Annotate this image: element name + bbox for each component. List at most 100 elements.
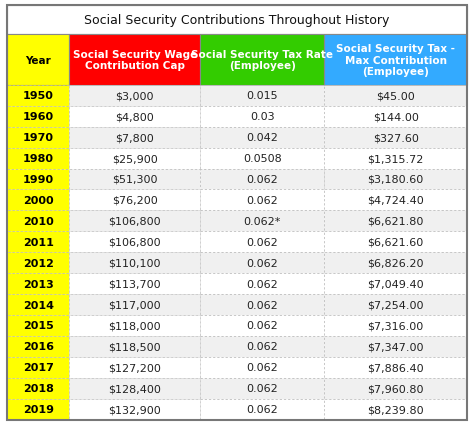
Bar xyxy=(69,148,200,169)
Bar xyxy=(69,35,200,86)
Text: 2012: 2012 xyxy=(23,258,54,268)
Text: $3,000: $3,000 xyxy=(116,91,154,101)
Bar xyxy=(200,399,324,420)
Bar xyxy=(200,127,324,148)
Text: 0.062: 0.062 xyxy=(246,279,278,289)
Text: 0.015: 0.015 xyxy=(246,91,278,101)
Bar xyxy=(7,315,69,336)
Bar xyxy=(69,399,200,420)
Bar xyxy=(324,336,467,357)
Text: 2000: 2000 xyxy=(23,196,54,205)
Text: $25,900: $25,900 xyxy=(112,154,157,164)
Bar xyxy=(69,357,200,378)
Text: $327.60: $327.60 xyxy=(373,133,419,143)
Text: Social Security Tax Rate
(Employee): Social Security Tax Rate (Employee) xyxy=(191,50,333,71)
Bar xyxy=(200,294,324,315)
Bar xyxy=(7,378,69,399)
Text: $7,316.00: $7,316.00 xyxy=(367,321,424,331)
Text: 0.062: 0.062 xyxy=(246,321,278,331)
Text: $7,254.00: $7,254.00 xyxy=(367,300,424,310)
Text: 2016: 2016 xyxy=(23,342,54,351)
Bar xyxy=(7,35,69,86)
Bar xyxy=(69,211,200,232)
Bar xyxy=(69,86,200,106)
Text: 2013: 2013 xyxy=(23,279,54,289)
Text: 2014: 2014 xyxy=(23,300,54,310)
Text: 1950: 1950 xyxy=(23,91,54,101)
Bar xyxy=(7,273,69,294)
Text: 0.062: 0.062 xyxy=(246,300,278,310)
Text: Social Security Tax -
Max Contribution
(Employee): Social Security Tax - Max Contribution (… xyxy=(336,44,455,77)
Bar xyxy=(324,315,467,336)
Text: 0.062: 0.062 xyxy=(246,258,278,268)
Bar xyxy=(69,127,200,148)
Bar xyxy=(7,6,467,35)
Bar xyxy=(69,169,200,190)
Text: $1,315.72: $1,315.72 xyxy=(367,154,424,164)
Text: $106,800: $106,800 xyxy=(109,237,161,247)
Bar xyxy=(7,86,69,106)
Bar xyxy=(324,232,467,253)
Text: Social Security Contributions Throughout History: Social Security Contributions Throughout… xyxy=(84,14,390,27)
Bar xyxy=(200,232,324,253)
Text: $6,621.80: $6,621.80 xyxy=(367,216,424,226)
Bar xyxy=(200,378,324,399)
Bar xyxy=(7,169,69,190)
Bar xyxy=(69,378,200,399)
Text: $3,180.60: $3,180.60 xyxy=(367,175,424,184)
Text: $7,960.80: $7,960.80 xyxy=(367,383,424,393)
Bar xyxy=(69,315,200,336)
Bar xyxy=(200,169,324,190)
Bar xyxy=(69,336,200,357)
Text: 0.062: 0.062 xyxy=(246,237,278,247)
Text: 2018: 2018 xyxy=(23,383,54,393)
Bar xyxy=(324,106,467,127)
Text: $7,049.40: $7,049.40 xyxy=(367,279,424,289)
Bar xyxy=(7,106,69,127)
Text: $118,000: $118,000 xyxy=(109,321,161,331)
Text: 0.042: 0.042 xyxy=(246,133,278,143)
Bar xyxy=(200,35,324,86)
Bar xyxy=(324,190,467,211)
Text: 2017: 2017 xyxy=(23,363,54,372)
Text: 1970: 1970 xyxy=(23,133,54,143)
Bar xyxy=(200,315,324,336)
Text: $7,347.00: $7,347.00 xyxy=(367,342,424,351)
Bar xyxy=(7,294,69,315)
Bar xyxy=(324,357,467,378)
Bar xyxy=(200,336,324,357)
Text: 0.03: 0.03 xyxy=(250,112,274,122)
Text: 0.062*: 0.062* xyxy=(244,216,281,226)
Bar xyxy=(7,148,69,169)
Bar xyxy=(324,211,467,232)
Text: $76,200: $76,200 xyxy=(112,196,157,205)
Bar xyxy=(324,35,467,86)
Text: $6,621.60: $6,621.60 xyxy=(367,237,424,247)
Bar xyxy=(69,190,200,211)
Bar xyxy=(7,336,69,357)
Bar xyxy=(324,294,467,315)
Bar xyxy=(200,253,324,273)
Bar xyxy=(200,86,324,106)
Bar xyxy=(69,273,200,294)
Bar xyxy=(200,357,324,378)
Text: $106,800: $106,800 xyxy=(109,216,161,226)
Bar xyxy=(200,190,324,211)
Text: $4,724.40: $4,724.40 xyxy=(367,196,424,205)
Bar xyxy=(69,294,200,315)
Bar xyxy=(7,399,69,420)
Bar xyxy=(7,357,69,378)
Bar xyxy=(324,148,467,169)
Text: $8,239.80: $8,239.80 xyxy=(367,404,424,414)
Bar xyxy=(7,211,69,232)
Text: 2015: 2015 xyxy=(23,321,54,331)
Bar xyxy=(7,127,69,148)
Text: 0.062: 0.062 xyxy=(246,363,278,372)
Text: 0.062: 0.062 xyxy=(246,404,278,414)
Bar xyxy=(69,232,200,253)
Text: 0.062: 0.062 xyxy=(246,175,278,184)
Text: $127,200: $127,200 xyxy=(108,363,161,372)
Bar xyxy=(324,86,467,106)
Bar xyxy=(324,378,467,399)
Text: $117,000: $117,000 xyxy=(109,300,161,310)
